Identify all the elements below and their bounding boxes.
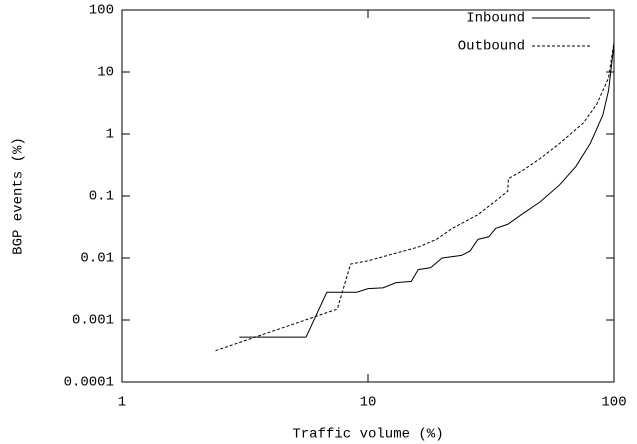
x-tick-label: 1 [118,395,126,411]
y-tick-label: 0.01 [80,251,114,267]
legend-label: Outbound [458,39,525,55]
y-tick-label: 100 [89,3,114,19]
plot-frame [121,9,615,383]
x-axis-label: Traffic volume (%) [292,427,443,443]
series-line [239,42,615,338]
y-tick-label: 0.001 [72,313,114,329]
series-line [215,42,615,352]
y-tick-label: 1 [106,127,114,143]
legend-label: Inbound [466,11,525,27]
y-tick-label: 10 [97,65,114,81]
x-tick-label: 100 [601,395,626,411]
x-tick-label: 10 [360,395,377,411]
y-tick-label: 0.1 [89,189,114,205]
y-tick-label: 0.0001 [64,375,114,391]
y-axis-label: BGP events (%) [11,137,27,255]
